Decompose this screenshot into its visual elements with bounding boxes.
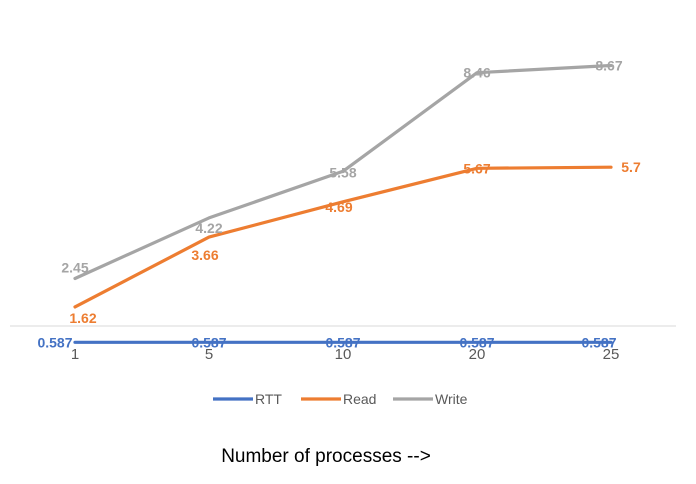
legend: RTT Read Write <box>213 391 468 407</box>
data-label-write: 2.45 <box>61 260 88 276</box>
series-line-read <box>73 165 613 309</box>
data-label-write: 8.67 <box>595 58 622 74</box>
data-label-rtt: 0.587 <box>37 334 72 350</box>
legend-item-read: Read <box>301 391 376 407</box>
data-label-write: 8.46 <box>463 65 490 81</box>
data-label-read: 3.66 <box>191 247 218 263</box>
data-label-rtt: 0.587 <box>325 334 360 350</box>
data-label-rtt: 0.587 <box>459 334 494 350</box>
x-tick-label: 1 <box>71 346 79 363</box>
data-label-read: 5.67 <box>463 160 490 176</box>
x-tick-label: 5 <box>205 346 213 363</box>
x-tick-label: 10 <box>335 346 352 363</box>
data-label-read: 1.62 <box>69 310 96 326</box>
legend-label: Read <box>343 391 376 407</box>
data-label-write: 4.22 <box>195 220 222 236</box>
x-tick-layer: 1 5 10 20 25 <box>71 346 620 363</box>
legend-label: RTT <box>255 391 282 407</box>
x-tick-label: 25 <box>603 346 620 363</box>
series-line-write <box>73 63 613 281</box>
x-axis-title: Number of processes --> <box>221 446 431 467</box>
legend-item-write: Write <box>393 391 468 407</box>
x-tick-label: 20 <box>469 346 486 363</box>
data-label-read: 4.69 <box>325 199 352 215</box>
series-layer <box>73 63 613 344</box>
legend-item-rtt: RTT <box>213 391 282 407</box>
data-label-rtt: 0.587 <box>581 334 616 350</box>
data-label-read: 5.7 <box>621 159 641 175</box>
data-label-rtt: 0.587 <box>191 334 226 350</box>
legend-label: Write <box>435 391 468 407</box>
data-label-write: 5.58 <box>329 164 356 180</box>
data-label-layer: 0.587 0.587 0.587 0.587 0.587 1.62 3.66 4.69 5.6… <box>37 58 640 351</box>
